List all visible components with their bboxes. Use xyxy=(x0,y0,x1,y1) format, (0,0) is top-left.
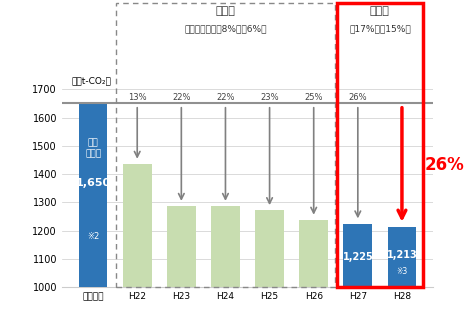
Bar xyxy=(255,210,284,287)
Text: （万t-CO₂）: （万t-CO₂） xyxy=(71,76,111,85)
Text: （削減義務率：8%又は6%）: （削減義務率：8%又は6%） xyxy=(184,24,267,33)
Text: ※2: ※2 xyxy=(87,232,99,241)
Text: 第二期: 第二期 xyxy=(370,6,390,16)
Text: 22%: 22% xyxy=(216,93,235,102)
Bar xyxy=(344,224,372,287)
Text: 25%: 25% xyxy=(305,93,323,102)
Text: 13%: 13% xyxy=(128,93,147,102)
Text: （17%又は15%）: （17%又は15%） xyxy=(349,24,411,33)
Text: ※3: ※3 xyxy=(397,267,407,276)
Text: 第一期: 第一期 xyxy=(216,6,236,16)
Bar xyxy=(123,164,151,287)
Text: 1,650: 1,650 xyxy=(76,178,110,188)
Bar xyxy=(299,220,328,287)
Text: 26%: 26% xyxy=(348,93,367,102)
Bar xyxy=(387,227,416,287)
Bar xyxy=(167,206,196,287)
Text: 22%: 22% xyxy=(172,93,190,102)
Bar xyxy=(211,206,240,287)
Text: 1,213: 1,213 xyxy=(387,249,417,260)
Text: 23%: 23% xyxy=(260,93,279,102)
Text: 26%: 26% xyxy=(425,156,465,174)
Text: 1,225: 1,225 xyxy=(342,252,373,263)
Text: 基準
排出量: 基準 排出量 xyxy=(85,138,101,159)
Bar xyxy=(79,103,108,287)
